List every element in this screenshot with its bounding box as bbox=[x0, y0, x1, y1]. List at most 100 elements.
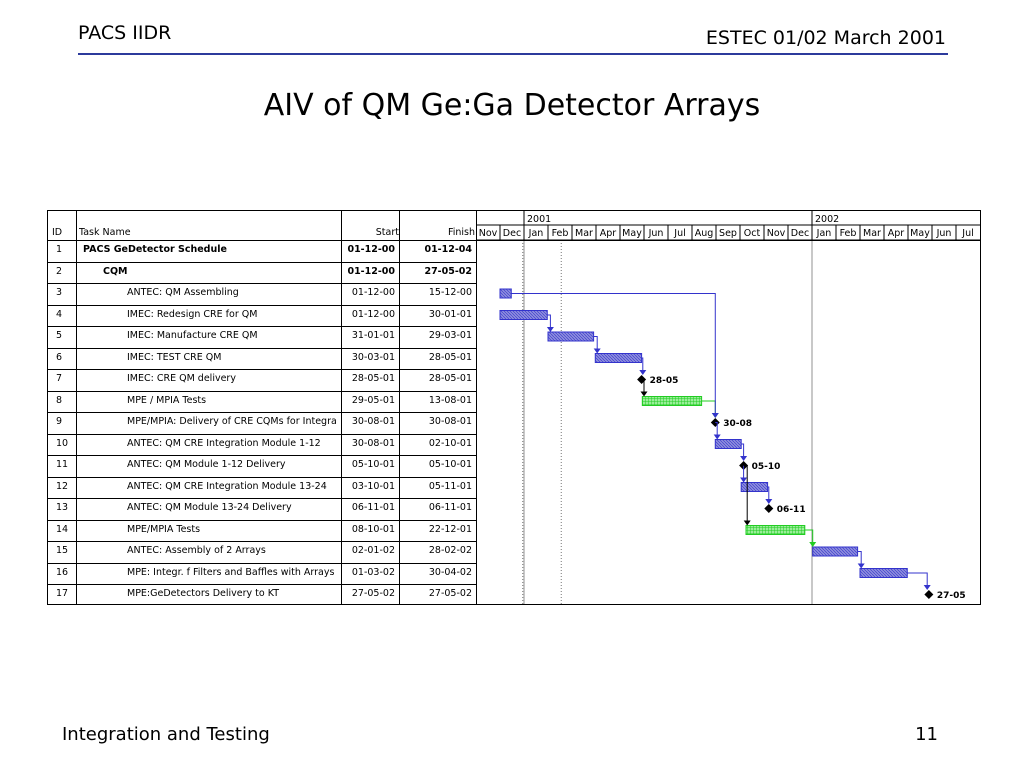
task-id: 14 bbox=[56, 523, 69, 535]
row-divider bbox=[48, 433, 476, 435]
task-name: IMEC: CRE QM delivery bbox=[127, 373, 236, 384]
dependency-arrowhead bbox=[740, 456, 748, 461]
row-divider bbox=[48, 326, 476, 327]
task-id: 2 bbox=[56, 265, 63, 277]
month-label: Jan bbox=[816, 228, 832, 239]
year-label: 2002 bbox=[815, 214, 839, 225]
milestone-diamond bbox=[637, 375, 647, 384]
task-id: 17 bbox=[56, 588, 69, 599]
dependency-link bbox=[715, 422, 718, 436]
dependency-arrowhead bbox=[546, 327, 554, 332]
dependency-arrowhead bbox=[713, 434, 721, 440]
task-start: 30-08-01 bbox=[351, 416, 395, 427]
task-finish: 28-05-01 bbox=[428, 351, 472, 363]
milestone-label: 27-05 bbox=[937, 591, 966, 601]
row-divider bbox=[48, 562, 476, 564]
month-label: Nov bbox=[767, 228, 786, 239]
task-bar bbox=[859, 568, 908, 578]
task-start: 30-08-01 bbox=[351, 437, 395, 449]
task-name: CQM bbox=[103, 265, 128, 277]
dependency-arrowhead bbox=[740, 477, 748, 483]
task-start: 05-10-01 bbox=[351, 459, 395, 470]
dependency-arrowhead bbox=[857, 563, 865, 569]
task-bar bbox=[499, 288, 512, 299]
task-id: 9 bbox=[56, 416, 63, 427]
task-bar bbox=[594, 353, 643, 363]
milestone-label: 06-11 bbox=[777, 505, 806, 515]
task-id: 11 bbox=[56, 459, 69, 470]
dependency-link bbox=[511, 293, 716, 414]
dependency-link bbox=[593, 336, 598, 350]
month-label: Aug bbox=[695, 228, 714, 239]
task-id: 7 bbox=[56, 373, 63, 384]
dependency-link bbox=[907, 572, 928, 586]
row-divider bbox=[48, 304, 476, 306]
month-label: Dec bbox=[791, 228, 809, 239]
task-finish: 30-01-01 bbox=[428, 308, 472, 320]
task-name: IMEC: Manufacture CRE QM bbox=[127, 330, 258, 341]
month-label: Feb bbox=[552, 228, 569, 239]
task-finish: 28-02-02 bbox=[428, 545, 472, 556]
dependency-arrowhead bbox=[743, 520, 751, 526]
dependency-link bbox=[547, 314, 551, 328]
task-id: 6 bbox=[56, 351, 63, 363]
row-divider bbox=[48, 476, 476, 478]
task-id: 8 bbox=[56, 394, 63, 406]
task-finish: 02-10-01 bbox=[428, 437, 472, 449]
header-right: ESTEC 01/02 March 2001 bbox=[705, 27, 946, 49]
task-name: ANTEC: Assembly of 2 Arrays bbox=[127, 545, 266, 556]
task-bar bbox=[812, 546, 859, 557]
month-label: Apr bbox=[600, 228, 617, 239]
task-id: 16 bbox=[56, 566, 69, 578]
task-name: ANTEC: QM Module 13-24 Delivery bbox=[127, 502, 292, 513]
task-start: 01-12-00 bbox=[351, 287, 395, 298]
header-left: PACS IIDR bbox=[78, 22, 172, 44]
month-label: May bbox=[910, 228, 930, 239]
dependency-arrowhead bbox=[711, 413, 719, 418]
task-finish: 06-11-01 bbox=[428, 502, 472, 513]
dependency-arrowhead bbox=[765, 499, 773, 504]
task-id: 13 bbox=[56, 502, 69, 513]
task-bar bbox=[740, 482, 769, 492]
month-label: Jun bbox=[936, 228, 952, 239]
gantt-table: ID Task Name Start Finish 2001 2002 Nov Dec… bbox=[47, 210, 981, 605]
milestone-diamond bbox=[764, 504, 774, 513]
task-name: PACS GeDetector Schedule bbox=[83, 244, 227, 255]
col-header-finish: Finish bbox=[447, 227, 475, 238]
month-label: Oct bbox=[744, 228, 761, 239]
column-divider bbox=[341, 211, 342, 604]
task-finish: 30-04-02 bbox=[428, 566, 472, 578]
milestone-label: 30-08 bbox=[723, 419, 752, 429]
task-finish: 15-12-00 bbox=[428, 287, 472, 298]
dependency-arrowhead bbox=[809, 542, 817, 547]
task-name: MPE/MPIA: Delivery of CRE CQMs for Integ… bbox=[127, 416, 337, 427]
task-bar bbox=[641, 396, 703, 406]
task-finish: 27-05-02 bbox=[424, 265, 472, 277]
task-start: 01-03-02 bbox=[351, 566, 395, 578]
task-start: 02-01-02 bbox=[351, 545, 395, 556]
task-name: IMEC: TEST CRE QM bbox=[127, 351, 222, 363]
task-name: ANTEC: QM Assembling bbox=[127, 287, 239, 298]
task-finish: 27-05-02 bbox=[428, 588, 472, 599]
slide-title: AIV of QM Ge:Ga Detector Arrays bbox=[263, 88, 761, 123]
footer-left: Integration and Testing bbox=[62, 724, 270, 745]
task-start: 27-05-02 bbox=[351, 588, 395, 599]
task-start: 01-12-00 bbox=[351, 308, 395, 320]
row-divider bbox=[48, 283, 476, 284]
month-label: Nov bbox=[479, 228, 498, 239]
row-divider bbox=[48, 498, 476, 499]
task-finish: 01-12-04 bbox=[424, 244, 472, 255]
task-name: MPE:GeDetectors Delivery to KT bbox=[127, 588, 280, 599]
gantt-chart: 2001 2002 Nov Dec Jan Feb Mar Apr May Jun Jul Aug Se… bbox=[476, 211, 980, 604]
task-start: 01-12-00 bbox=[347, 244, 395, 255]
row-divider bbox=[48, 541, 476, 542]
task-start: 31-01-01 bbox=[351, 330, 395, 341]
task-start: 29-05-01 bbox=[351, 394, 395, 406]
task-name: ANTEC: QM Module 1-12 Delivery bbox=[127, 459, 286, 470]
dependency-link bbox=[641, 379, 645, 393]
column-divider bbox=[76, 211, 77, 604]
dependency-link bbox=[804, 529, 814, 543]
dependency-link bbox=[701, 400, 716, 414]
header-rule bbox=[78, 53, 948, 55]
month-label: Feb bbox=[840, 228, 857, 239]
